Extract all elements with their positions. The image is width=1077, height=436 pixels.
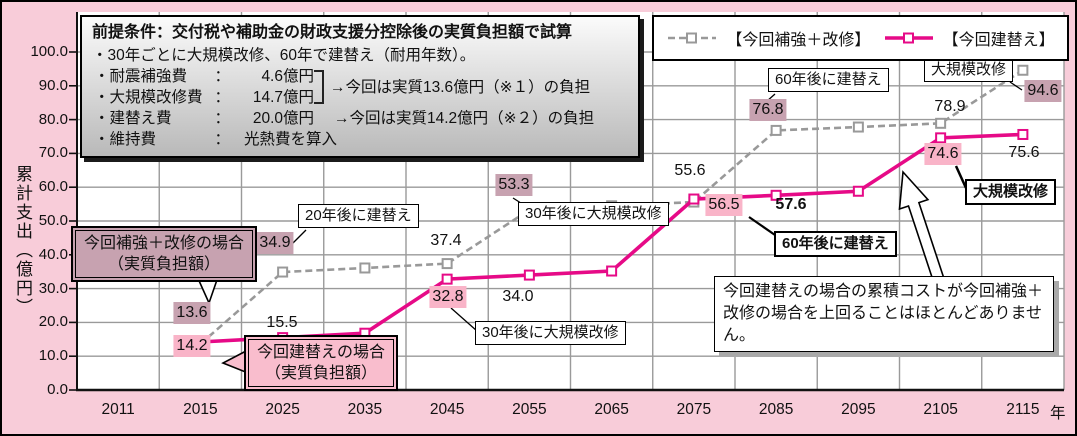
precondition-item-value: 14.7億円 [252, 89, 314, 106]
precondition-title: 前提条件：交付税や補助金の財政支援分控除後の実質負担額で試算 [92, 24, 573, 41]
value-label-reinforce-2045: 37.4 [430, 232, 462, 249]
y-tick-label: 40.0 [38, 245, 68, 263]
precondition-item-label: ・耐震補強費： [94, 68, 230, 85]
y-tick-label: 10.0 [38, 347, 68, 365]
annotation-rebuild-after-60y-bottom: 60年後に建替え [774, 231, 897, 257]
value-label-reinforce-2015: 13.6 [173, 302, 211, 324]
precondition-item-value: 光熱費を算入 [244, 131, 338, 148]
y-tick-label: 0.0 [47, 381, 68, 398]
legend-marker-rebuild-icon [884, 32, 933, 44]
precondition-line1: ・30年ごとに大規模改修、60年で建替え（耐用年数）。 [92, 47, 476, 64]
precondition-rebuild-note: →今回は実質14.2億円（※２）の負担 [334, 110, 595, 127]
x-tick-label: 2085 [758, 401, 794, 418]
x-tick-label: 2035 [347, 401, 383, 418]
x-tick-label: 2095 [841, 401, 876, 418]
x-tick-label: 2105 [923, 401, 958, 418]
y-tick-label: 80.0 [38, 110, 68, 128]
callout-rebuild-case: 今回建替えの場合 （実質負担額） [244, 335, 399, 391]
annotation-renovate-after-30y-bottom: 30年後に大規模改修 [475, 321, 626, 345]
x-tick-label: 2025 [265, 401, 300, 418]
value-label-reinforce-2055: 53.3 [495, 174, 533, 196]
annotation-rebuild-after-60y-top: 60年後に建替え [768, 68, 889, 92]
y-tick-label: 20.0 [38, 313, 68, 331]
precondition-item-label: ・大規模改修費： [94, 89, 230, 106]
precondition-item-label: ・建替え費： [94, 110, 230, 127]
legend-item-rebuild: 【今回建替え】 [883, 26, 1055, 50]
annotation-renovate-bottom-right: 大規模改修 [965, 179, 1057, 205]
value-label-rebuild-2105: 74.6 [924, 143, 962, 165]
annotation-rebuild-after-20y: 20年後に建替え [298, 204, 419, 228]
y-tick-label: 90.0 [38, 76, 68, 94]
y-tick-label: 30.0 [38, 279, 68, 297]
precondition-box: 前提条件：交付税や補助金の財政支援分控除後の実質負担額で試算 ・30年ごとに大規… [80, 15, 640, 158]
precondition-item-label: ・維持費： [94, 131, 230, 148]
value-label-reinforce-2115: 94.6 [1024, 80, 1062, 102]
x-tick-label: 2065 [594, 401, 629, 418]
callout-rebuild-line1: 今回建替えの場合 [257, 344, 386, 361]
annotation-renovate-after-30y-top: 30年後に大規模改修 [518, 202, 669, 226]
value-label-reinforce-2085: 76.8 [749, 99, 787, 121]
callout-rebuild-line2: （実質負担額） [265, 365, 378, 382]
value-label-reinforce-2105: 78.9 [934, 98, 966, 115]
brace-shape [314, 70, 324, 104]
value-label-rebuild-2115: 75.6 [1008, 144, 1040, 161]
legend-item-reinforce: 【今回補強＋改修】 [666, 26, 870, 50]
y-tick-label: 70.0 [38, 144, 68, 162]
note-box: 今回建替えの場合の累積コストが今回補強＋改修の場合を上回ることはほとんどありませ… [714, 276, 1054, 352]
x-tick-label: 2011 [101, 401, 135, 418]
y-tick-label: 60.0 [38, 178, 68, 196]
legend-label-reinforce: 【今回補強＋改修】 [726, 32, 871, 49]
value-label-reinforce-2025: 34.9 [256, 232, 294, 254]
precondition-brace-note: →今回は実質13.6億円（※１）の負担 [330, 78, 591, 96]
value-label-rebuild-2045: 32.8 [429, 286, 467, 308]
annotation-renovate-top-right: 大規模改修 [924, 58, 1014, 82]
x-tick-label: 2115 [1006, 401, 1040, 418]
value-label-rebuild-2085: 57.6 [775, 196, 807, 213]
y-axis-title: 累計支出（億円） [13, 165, 32, 317]
y-tick-label: 100.0 [30, 43, 68, 60]
x-axis-unit-label: 年 [1050, 405, 1066, 422]
x-tick-label: 2045 [429, 401, 465, 418]
value-label-reinforce-2075: 55.6 [674, 162, 706, 179]
value-label-rebuild-2025: 15.5 [266, 314, 298, 331]
callout-reinforce-line2: （実質負担額） [108, 256, 221, 273]
value-label-rebuild-2055: 34.0 [502, 288, 534, 305]
legend-marker-reinforce-icon [668, 32, 717, 44]
x-tick-label: 2075 [676, 401, 712, 418]
precondition-item-value: 4.6億円 [261, 68, 314, 85]
x-tick-label: 2055 [512, 401, 547, 418]
value-label-rebuild-2075: 56.5 [705, 194, 743, 216]
legend-label-rebuild: 【今回建替え】 [942, 32, 1055, 49]
callout-reinforce-line1: 今回補強＋改修の場合 [84, 235, 245, 252]
callout-reinforce-case: 今回補強＋改修の場合 （実質負担額） [71, 226, 258, 282]
legend: 【今回補強＋改修】 【今回建替え】 [652, 15, 1069, 61]
y-tick-label: 50.0 [38, 212, 68, 229]
precondition-item-value: 20.0億円 [252, 110, 314, 127]
value-label-rebuild-2015: 14.2 [173, 335, 211, 357]
x-tick-label: 2015 [183, 401, 218, 418]
